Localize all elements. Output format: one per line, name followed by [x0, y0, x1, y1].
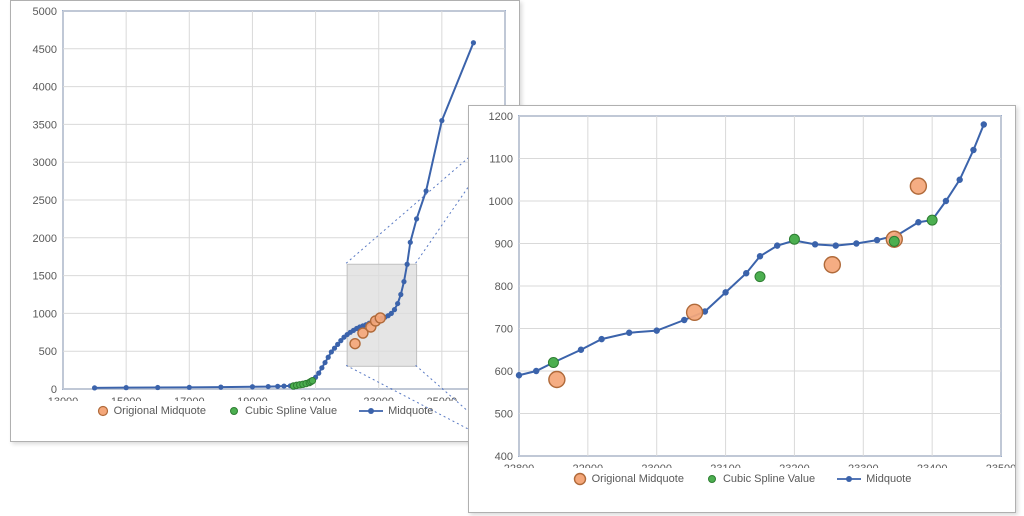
- line-dot-icon: [359, 405, 383, 417]
- svg-text:700: 700: [495, 324, 513, 336]
- svg-text:22900: 22900: [573, 463, 604, 468]
- legend-item-midquote: Midquote: [359, 405, 433, 417]
- legend-label: Cubic Spline Value: [245, 405, 337, 417]
- left-chart-plot: 0 500 1000 1500 2000 2500 3000 3500 4000 4500 5000…: [11, 1, 519, 401]
- svg-text:2000: 2000: [33, 233, 57, 245]
- legend-item-midquote: Midquote: [837, 473, 911, 485]
- svg-text:13000: 13000: [48, 396, 79, 401]
- svg-text:3000: 3000: [33, 157, 57, 169]
- dot-icon: [706, 473, 718, 485]
- right-chart-plot: 400 500 600 700 800 900 1000 1100 1200 22800 22900…: [469, 106, 1015, 468]
- svg-text:19000: 19000: [237, 396, 268, 401]
- svg-text:5000: 5000: [33, 6, 57, 18]
- left-chart-legend: Origional Midquote Cubic Spline Value Mi…: [11, 401, 519, 423]
- svg-text:1000: 1000: [489, 196, 513, 208]
- svg-text:1500: 1500: [33, 271, 57, 283]
- svg-text:500: 500: [39, 346, 57, 358]
- svg-text:25000: 25000: [427, 396, 458, 401]
- legend-item-orig-midquote: Origional Midquote: [97, 405, 206, 417]
- svg-text:3500: 3500: [33, 119, 57, 131]
- right-chart-container: 400 500 600 700 800 900 1000 1100 1200 22800 22900…: [468, 105, 1016, 513]
- left-chart-container: 0 500 1000 1500 2000 2500 3000 3500 4000 4500 5000…: [10, 0, 520, 442]
- svg-text:0: 0: [51, 384, 57, 396]
- svg-text:23300: 23300: [848, 463, 879, 468]
- line-dot-icon: [837, 473, 861, 485]
- legend-label: Origional Midquote: [114, 405, 206, 417]
- legend-item-cubic-spline: Cubic Spline Value: [228, 405, 337, 417]
- svg-text:400: 400: [495, 451, 513, 463]
- svg-text:2500: 2500: [33, 195, 57, 207]
- svg-text:23400: 23400: [917, 463, 948, 468]
- svg-text:23000: 23000: [363, 396, 394, 401]
- legend-item-orig-midquote: Origional Midquote: [573, 472, 684, 486]
- circle-icon: [573, 472, 587, 486]
- circle-icon: [97, 405, 109, 417]
- svg-text:1100: 1100: [489, 154, 513, 166]
- svg-text:4000: 4000: [33, 82, 57, 94]
- svg-text:900: 900: [495, 239, 513, 251]
- svg-text:23500: 23500: [986, 463, 1015, 468]
- legend-item-cubic-spline: Cubic Spline Value: [706, 473, 815, 485]
- svg-text:23200: 23200: [779, 463, 810, 468]
- svg-text:23100: 23100: [710, 463, 741, 468]
- dot-icon: [228, 405, 240, 417]
- right-chart-legend: Origional Midquote Cubic Spline Value Mi…: [469, 468, 1015, 492]
- svg-text:1000: 1000: [33, 308, 57, 320]
- svg-text:21000: 21000: [300, 396, 331, 401]
- svg-text:500: 500: [495, 409, 513, 421]
- svg-text:17000: 17000: [174, 396, 205, 401]
- legend-label: Cubic Spline Value: [723, 473, 815, 485]
- svg-text:4500: 4500: [33, 44, 57, 56]
- svg-text:23000: 23000: [641, 463, 672, 468]
- svg-text:15000: 15000: [111, 396, 142, 401]
- svg-text:22800: 22800: [504, 463, 535, 468]
- legend-label: Midquote: [866, 473, 911, 485]
- svg-text:800: 800: [495, 281, 513, 293]
- legend-label: Origional Midquote: [592, 473, 684, 485]
- svg-text:600: 600: [495, 366, 513, 378]
- legend-label: Midquote: [388, 405, 433, 417]
- svg-text:1200: 1200: [489, 111, 513, 123]
